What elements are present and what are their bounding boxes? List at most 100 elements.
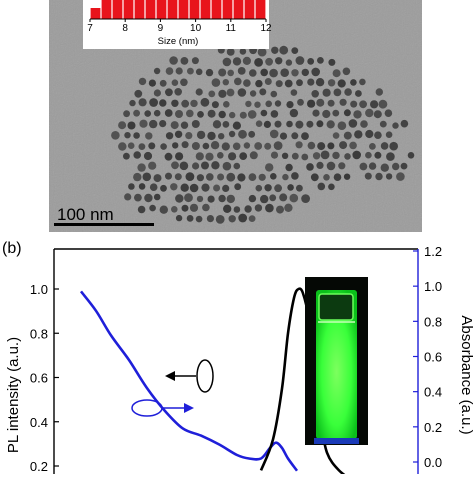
nanoparticle bbox=[185, 132, 193, 140]
nanoparticle bbox=[234, 183, 242, 191]
nanoparticle bbox=[260, 109, 268, 117]
nanoparticle bbox=[332, 69, 341, 78]
absorbance-axis-indicator bbox=[131, 399, 194, 417]
nanoparticle bbox=[337, 79, 346, 88]
nanoparticle bbox=[133, 151, 141, 159]
nanoparticle bbox=[374, 151, 382, 159]
nanoparticle bbox=[333, 88, 342, 97]
nanoparticle bbox=[144, 110, 151, 117]
nanoparticle bbox=[233, 162, 241, 170]
histogram-bar bbox=[167, 0, 178, 19]
nanoparticle bbox=[385, 173, 393, 180]
nanoparticle bbox=[320, 150, 330, 160]
nanoparticle bbox=[197, 111, 204, 118]
histogram-bar bbox=[145, 0, 156, 19]
inset-histogram: 7 8 9 10 11 12 Size (nm) bbox=[83, 0, 272, 49]
histogram-bar bbox=[222, 0, 233, 19]
nanoparticle bbox=[315, 78, 325, 87]
nanoparticle bbox=[248, 130, 256, 138]
nanoparticle bbox=[174, 130, 183, 138]
panel-b-label: (b) bbox=[2, 240, 22, 257]
nanoparticle bbox=[228, 215, 236, 223]
nanoparticle bbox=[232, 142, 241, 151]
nanoparticle bbox=[287, 184, 294, 191]
nanoparticle bbox=[338, 162, 346, 170]
nanoparticle bbox=[368, 162, 377, 170]
nanoparticle bbox=[312, 152, 321, 160]
nanoparticle bbox=[232, 57, 242, 66]
nanoparticle bbox=[172, 142, 179, 149]
nanoparticle bbox=[269, 194, 277, 202]
nanoparticle bbox=[285, 59, 293, 66]
nanoparticle bbox=[269, 68, 278, 78]
nanoparticle bbox=[392, 122, 399, 129]
nanoparticle bbox=[243, 79, 251, 87]
nanoparticle bbox=[238, 213, 248, 223]
nanoparticle bbox=[185, 172, 195, 182]
nanoparticle bbox=[207, 195, 215, 203]
nanoparticle bbox=[333, 173, 342, 181]
nanoparticle bbox=[255, 120, 263, 127]
nanoparticle bbox=[237, 173, 246, 182]
nanoparticle bbox=[359, 162, 368, 171]
nanoparticle bbox=[148, 142, 156, 150]
nanoparticle bbox=[139, 119, 148, 128]
nanoparticle bbox=[282, 173, 289, 181]
nanoparticle bbox=[290, 89, 298, 96]
nanoparticle bbox=[349, 141, 357, 150]
nanoparticle bbox=[218, 133, 225, 140]
nanoparticle bbox=[286, 101, 294, 109]
nanoparticle bbox=[370, 100, 379, 109]
nanoparticle bbox=[222, 57, 232, 67]
nanoparticle bbox=[118, 121, 127, 130]
nanoparticle bbox=[323, 174, 330, 181]
right-tick-label: 1.2 bbox=[424, 244, 442, 259]
abs-curve-ellipse bbox=[131, 399, 163, 417]
nanoparticle bbox=[301, 132, 309, 141]
nanoparticle bbox=[279, 193, 288, 202]
nanoparticle bbox=[217, 173, 225, 181]
nanoparticle bbox=[350, 79, 357, 86]
nanoparticle bbox=[159, 79, 167, 87]
nanoparticle bbox=[184, 193, 193, 203]
nanoparticle bbox=[228, 130, 236, 138]
nanoparticle bbox=[350, 100, 358, 108]
nanoparticle bbox=[374, 131, 382, 139]
nanoparticle bbox=[342, 67, 351, 76]
nanoparticle bbox=[343, 173, 351, 180]
nanoparticle bbox=[297, 98, 304, 106]
nanoparticle bbox=[232, 121, 241, 130]
nanoparticle bbox=[270, 151, 279, 159]
nanoparticle bbox=[189, 203, 199, 212]
scale-bar: 100 nm bbox=[54, 205, 154, 226]
left-y-ticks: 0.2 0.4 0.6 0.8 1.0 bbox=[30, 282, 59, 474]
nanoparticle bbox=[189, 183, 199, 193]
nanoparticle bbox=[249, 69, 257, 77]
nanoparticle bbox=[201, 161, 209, 170]
nanoparticle bbox=[249, 151, 258, 160]
nanoparticle bbox=[159, 120, 167, 128]
nanoparticle bbox=[343, 131, 352, 140]
nanoparticle bbox=[339, 98, 347, 106]
histogram-bar bbox=[101, 0, 112, 19]
nanoparticle bbox=[165, 67, 174, 75]
nanoparticle bbox=[143, 151, 153, 161]
nanoparticle bbox=[127, 142, 135, 149]
nanoparticle bbox=[359, 78, 366, 86]
nanoparticle bbox=[307, 78, 315, 86]
nanoparticle bbox=[306, 163, 314, 171]
nanoparticle-cluster bbox=[111, 45, 415, 224]
nanoparticle bbox=[339, 141, 348, 150]
nanoparticle bbox=[311, 67, 321, 77]
nanoparticle bbox=[389, 141, 399, 151]
nanoparticle bbox=[191, 142, 200, 150]
nanoparticle bbox=[386, 152, 395, 161]
nanoparticle bbox=[245, 100, 252, 108]
nanoparticle bbox=[248, 173, 257, 182]
nanoparticle bbox=[365, 129, 374, 139]
nanoparticle bbox=[244, 205, 252, 213]
fluorescent-vial-photo bbox=[305, 277, 368, 445]
nanoparticle bbox=[317, 182, 326, 191]
nanoparticle bbox=[311, 90, 320, 98]
nanoparticle bbox=[316, 161, 324, 169]
